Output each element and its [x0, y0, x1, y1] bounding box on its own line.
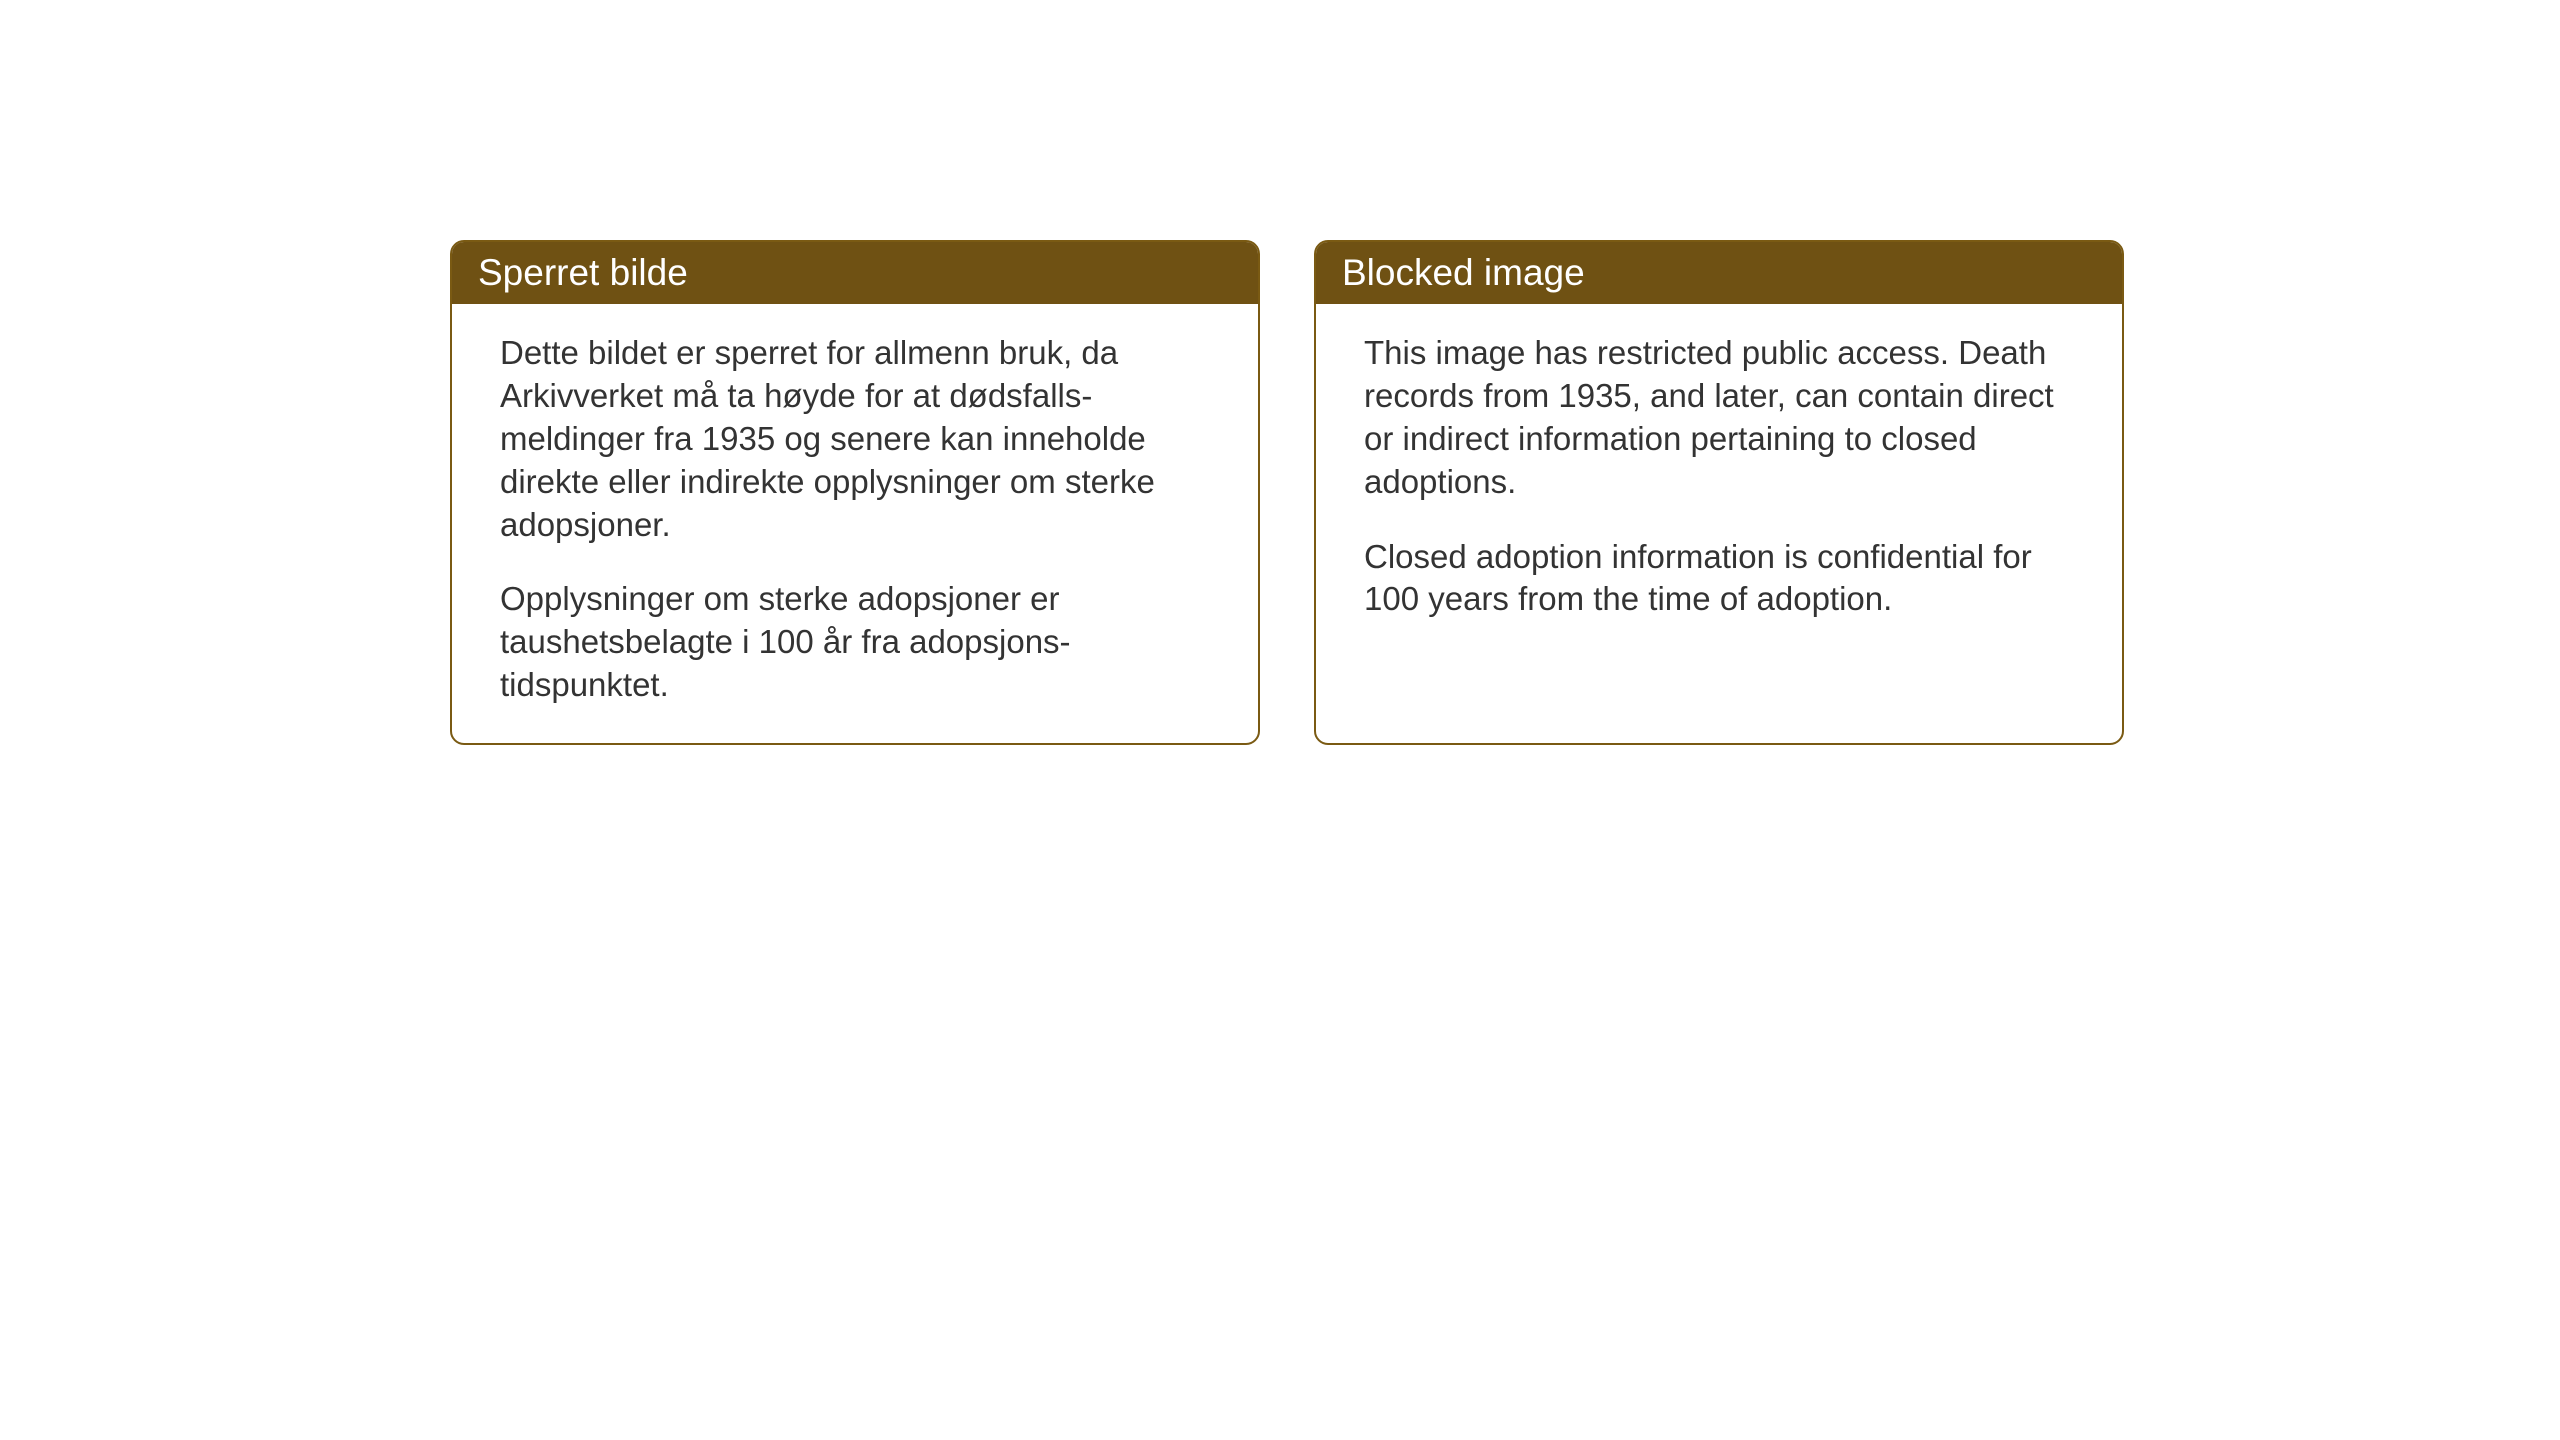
notice-card-english: Blocked image This image has restricted … — [1314, 240, 2124, 745]
notice-paragraph-1-english: This image has restricted public access.… — [1364, 332, 2074, 504]
notice-paragraph-2-english: Closed adoption information is confident… — [1364, 536, 2074, 622]
notice-paragraph-1-norwegian: Dette bildet er sperret for allmenn bruk… — [500, 332, 1210, 546]
notice-body-english: This image has restricted public access.… — [1316, 304, 2122, 703]
notice-container: Sperret bilde Dette bildet er sperret fo… — [450, 240, 2124, 745]
notice-title-english: Blocked image — [1342, 252, 1585, 293]
notice-header-norwegian: Sperret bilde — [452, 242, 1258, 304]
notice-body-norwegian: Dette bildet er sperret for allmenn bruk… — [452, 304, 1258, 743]
notice-paragraph-2-norwegian: Opplysninger om sterke adopsjoner er tau… — [500, 578, 1210, 707]
notice-header-english: Blocked image — [1316, 242, 2122, 304]
notice-card-norwegian: Sperret bilde Dette bildet er sperret fo… — [450, 240, 1260, 745]
notice-title-norwegian: Sperret bilde — [478, 252, 688, 293]
